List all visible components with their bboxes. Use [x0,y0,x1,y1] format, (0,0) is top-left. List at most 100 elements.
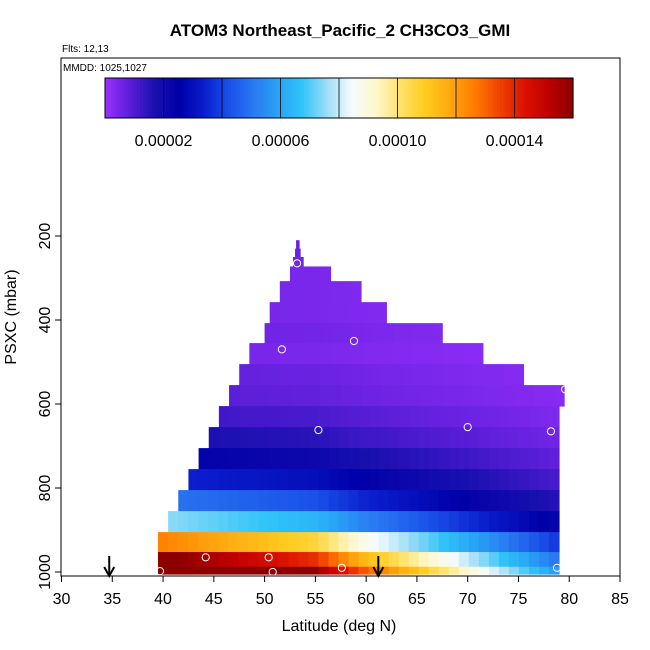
heatmap-cell [167,532,179,553]
heatmap-cell [539,511,550,533]
heatmap-cell [498,448,510,470]
heatmap-cell [371,343,382,365]
heatmap-cell [388,532,400,553]
heatmap-cell [428,566,440,575]
y-tick-label: 1000 [37,554,54,590]
heatmap-cell [338,427,350,449]
heatmap-cell [300,343,311,365]
heatmap-cell [298,302,310,324]
heatmap-cell [478,566,490,575]
observation-marker [314,425,323,435]
heatmap-cell [358,427,370,449]
heatmap-cell [278,511,289,533]
heatmap-cell [498,469,510,491]
heatmap-cell [198,511,209,533]
heatmap-cell [478,427,490,449]
heatmap-cell [298,469,310,491]
heatmap-cell [539,448,550,470]
heatmap-cell [408,406,420,428]
heatmap-cell [478,469,490,491]
heatmap-cell [368,532,380,553]
colorbar-swatch [450,78,454,118]
heatmap-cell [448,448,460,470]
heatmap-cell [361,343,372,365]
heatmap-cell [408,469,420,491]
heatmap-cell [288,406,300,428]
heatmap-cell [178,490,189,512]
heatmap-cell [288,566,299,575]
heatmap-cell [274,323,285,344]
colorbar-swatch [300,78,305,118]
heatmap-cell [218,566,229,575]
heatmap-cell [358,532,370,553]
heatmap-cell [218,532,229,553]
colorbar-swatch [444,78,448,118]
heatmap-cell [228,552,239,568]
heatmap-cell [549,532,560,553]
colorbar-swatch [447,78,451,118]
observation-marker [292,259,302,268]
heatmap-cell [368,448,380,470]
colorbar-swatch [277,78,282,118]
colorbar-swatch [289,78,293,118]
heatmap-cell [478,552,490,568]
heatmap-cell [509,406,520,428]
flights-label: Flts: 12,13 [62,44,109,55]
heatmap-cell [498,552,510,568]
heatmap-cell [418,448,430,470]
colorbar-swatch [429,78,434,118]
heatmap-cell [358,552,370,568]
heatmap-cell [239,364,250,386]
heatmap-cell [258,406,270,428]
colorbar-swatch [336,78,340,118]
colorbar-swatch [324,78,328,118]
heatmap-cell [248,427,260,449]
heatmap-cell [549,511,560,533]
heatmap-cell [289,281,301,303]
heatmap-cell [308,427,320,449]
heatmap-cell [458,566,470,575]
heatmap-cell [198,469,209,491]
colorbar-swatch [160,78,165,118]
heatmap-cell [478,532,490,553]
heatmap-cell [269,343,281,365]
colorbar-swatch [315,78,320,118]
colorbar-swatch [303,78,308,118]
colorbar-swatch [201,78,206,118]
colorbar-swatch [107,78,112,118]
heatmap-cell [310,343,321,365]
heatmap-cell [503,385,514,407]
colorbar-swatch [453,78,457,118]
colorbar-swatch [245,78,249,118]
colorbar-swatch [470,78,475,118]
colorbar-swatch [555,78,559,118]
heatmap-cell [499,427,510,449]
colorbar-swatch [298,78,302,118]
heatmap-cell [439,406,450,428]
heatmap-cell [478,448,490,470]
heatmap-cell [489,406,500,428]
colorbar-swatch [198,78,203,118]
heatmap-cell [468,532,480,553]
colorbar-swatch [534,78,539,118]
heatmap-cell [318,532,329,553]
heatmap-cell [238,448,250,470]
heatmap-cell [178,511,189,533]
colorbar-swatch [473,78,478,118]
colorbar-swatch [239,78,244,118]
heatmap-cell [350,281,362,303]
heatmap-cell [378,448,390,470]
heatmap-cell [398,490,410,512]
heatmap-cell [248,469,260,491]
heatmap-cell [549,427,560,449]
heatmap-cell [472,385,484,407]
colorbar-swatch [488,78,492,118]
heatmap-cell [318,552,329,568]
heatmap-cell [348,532,360,553]
heatmap-cell [411,364,423,386]
colorbar-swatch [175,78,179,118]
heatmap-cell [268,448,280,470]
heatmap-cell [468,469,480,491]
heatmap-cell [493,385,504,407]
heatmap-cell [432,343,443,365]
